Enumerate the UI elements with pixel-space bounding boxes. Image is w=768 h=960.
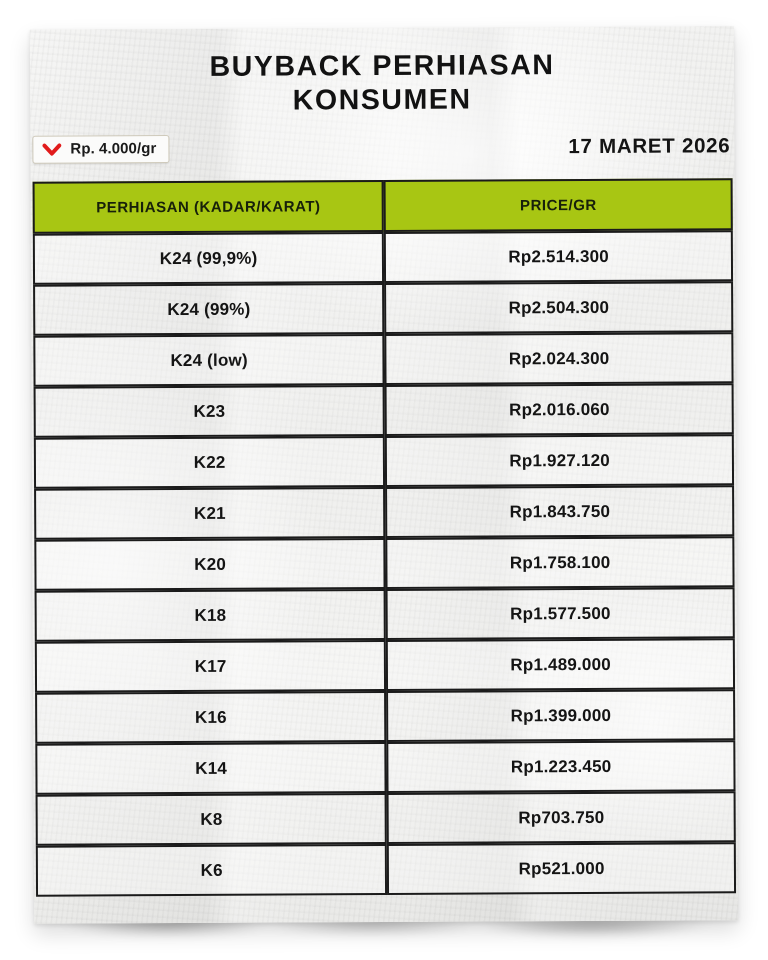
cell-price: Rp1.223.450 (386, 740, 736, 794)
table-row: K24 (99%) Rp2.504.300 (33, 281, 734, 336)
paper-drop-shadow (44, 920, 728, 954)
cell-perhiasan: K17 (34, 640, 387, 693)
price-change-value: Rp. 4.000/gr (70, 140, 157, 158)
cell-perhiasan: K24 (low) (33, 334, 385, 387)
cell-perhiasan: K22 (33, 436, 386, 489)
table-row: K24 (low) Rp2.024.300 (33, 332, 734, 387)
cell-perhiasan: K14 (35, 742, 387, 795)
cell-perhiasan: K21 (34, 487, 386, 540)
table-row: K23 Rp2.016.060 (33, 383, 734, 438)
cell-perhiasan: K23 (33, 385, 386, 438)
price-table-head: PERHIASAN (KADAR/KARAT) PRICE/GR (32, 178, 733, 234)
column-header-perhiasan: PERHIASAN (KADAR/KARAT) (32, 180, 385, 234)
table-row: K18 Rp1.577.500 (34, 587, 735, 642)
table-row: K21 Rp1.843.750 (34, 485, 735, 540)
cell-price: Rp1.758.100 (385, 536, 735, 590)
cell-perhiasan: K6 (35, 844, 388, 897)
cell-price: Rp1.399.000 (386, 689, 736, 743)
quote-date: 17 MARET 2026 (568, 134, 731, 159)
sheet-content: BUYBACK PERHIASAN KONSUMEN Rp. 4.000/gr … (30, 26, 738, 923)
table-header-row: PERHIASAN (KADAR/KARAT) PRICE/GR (32, 178, 733, 234)
meta-row: Rp. 4.000/gr 17 MARET 2026 (30, 133, 734, 164)
price-table-body: K24 (99,9%) Rp2.514.300 K24 (99%) Rp2.504.3… (32, 230, 737, 897)
page-title-line-2: KONSUMEN (292, 83, 472, 117)
page-title: BUYBACK PERHIASAN KONSUMEN (30, 26, 734, 119)
cell-price: Rp2.016.060 (384, 383, 734, 437)
table-row: K8 Rp703.750 (35, 791, 736, 846)
cell-perhiasan: K16 (35, 691, 387, 744)
cell-perhiasan: K24 (99%) (33, 283, 385, 336)
price-table-container: PERHIASAN (KADAR/KARAT) PRICE/GR K24 (99… (31, 178, 738, 897)
table-row: K22 Rp1.927.120 (33, 434, 735, 489)
cell-perhiasan: K24 (99,9%) (32, 232, 385, 285)
cell-price: Rp2.504.300 (384, 281, 734, 335)
price-change-badge: Rp. 4.000/gr (32, 135, 170, 164)
cell-perhiasan: K18 (34, 589, 387, 642)
table-row: K14 Rp1.223.450 (35, 740, 736, 795)
cell-price: Rp703.750 (386, 791, 736, 845)
page-title-line-1: BUYBACK PERHIASAN (209, 49, 555, 83)
cell-price: Rp1.489.000 (386, 638, 736, 692)
table-row: K17 Rp1.489.000 (34, 638, 736, 693)
cell-price: Rp2.514.300 (384, 230, 734, 284)
price-table: PERHIASAN (KADAR/KARAT) PRICE/GR K24 (99… (32, 178, 737, 897)
cell-perhiasan: K8 (35, 793, 388, 846)
cell-price: Rp1.843.750 (385, 485, 735, 539)
table-row: K24 (99,9%) Rp2.514.300 (32, 230, 734, 285)
table-row: K16 Rp1.399.000 (35, 689, 736, 744)
cell-price: Rp1.577.500 (385, 587, 735, 641)
cell-price: Rp521.000 (387, 842, 737, 896)
column-header-price: PRICE/GR (383, 178, 733, 233)
cell-price: Rp2.024.300 (384, 332, 734, 386)
cell-perhiasan: K20 (34, 538, 386, 591)
cell-price: Rp1.927.120 (385, 434, 735, 488)
paper-sheet: BUYBACK PERHIASAN KONSUMEN Rp. 4.000/gr … (29, 26, 739, 924)
table-row: K6 Rp521.000 (35, 842, 737, 897)
table-row: K20 Rp1.758.100 (34, 536, 735, 591)
chevron-down-red-icon (42, 142, 62, 156)
